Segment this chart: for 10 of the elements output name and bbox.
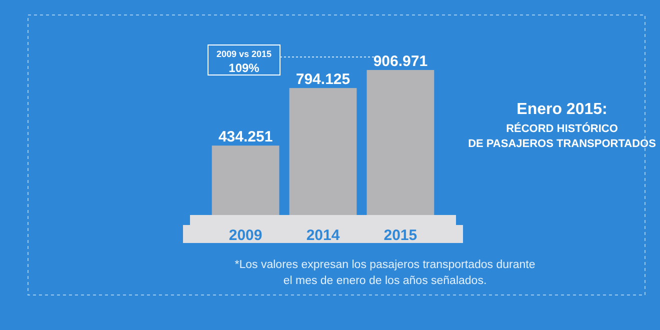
text: *Los valores expresan los pasajeros transportados durante el mes de enero de los años señalados. [234, 259, 536, 287]
x-tick-label: 2009 [228, 227, 262, 244]
text: RÉCORD HISTÓRICO DE PASAJEROS TRANSPORTADOS [468, 122, 656, 150]
x-tick-label: 2014 [306, 227, 340, 244]
annotation: 2009 vs 2015 109% [216, 49, 272, 75]
data-label: 794.125 [296, 71, 350, 88]
x-tick-label: 2015 [384, 227, 418, 244]
data-label: 434.251 [218, 128, 273, 146]
text: Enero 2015: [516, 101, 608, 118]
data-label: 906.971 [373, 53, 428, 70]
